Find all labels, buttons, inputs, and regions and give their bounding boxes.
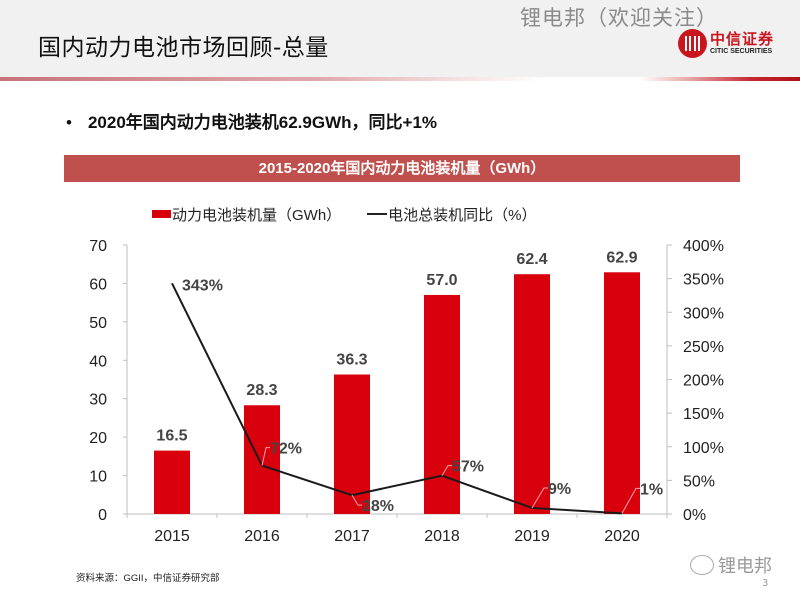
y-right-tick-label: 100% xyxy=(683,440,724,457)
page-number: 3 xyxy=(762,578,769,589)
yoy-growth-line xyxy=(171,282,623,515)
y-right-tick-label: 300% xyxy=(683,305,724,322)
yoy-data-label: 1% xyxy=(640,481,663,498)
legend-bar-swatch-icon xyxy=(152,210,171,218)
logo-english-text: CITIC SECURITIES xyxy=(710,47,773,55)
bullet-point: • 2020年国内动力电池装机62.9GWh，同比+1% xyxy=(66,108,437,133)
x-tick-label: 2017 xyxy=(334,528,370,545)
y-right-tick-label: 150% xyxy=(683,406,724,423)
y-right-tick-label: 200% xyxy=(683,373,724,390)
header-bar xyxy=(0,0,800,78)
citic-logo: 中信证券 CITIC SECURITIES xyxy=(678,27,774,59)
x-tick-label: 2015 xyxy=(154,528,190,545)
y-left-tick-label: 70 xyxy=(89,238,107,255)
header-divider xyxy=(0,77,800,81)
footer-watermark-text: 锂电邦 xyxy=(718,556,772,577)
y-left-tick-label: 40 xyxy=(89,353,107,370)
legend-line-swatch-icon xyxy=(367,213,388,215)
y-right-tick-label: 0% xyxy=(683,507,706,524)
bar-2015 xyxy=(154,450,190,514)
yoy-label-leader xyxy=(351,494,362,506)
page-title: 国内动力电池市场回顾-总量 xyxy=(38,35,329,61)
yoy-label-leader xyxy=(261,447,270,466)
logo-chinese-text: 中信证券 xyxy=(710,29,775,48)
chart-title-banner: 2015-2020年国内动力电池装机量（GWh） xyxy=(64,155,740,182)
legend-line-label: 电池总装机同比（%） xyxy=(388,206,537,224)
bar-2020 xyxy=(604,272,640,514)
y-right-tick-label: 50% xyxy=(683,473,715,490)
bar-2016 xyxy=(244,405,280,514)
yoy-data-label: 72% xyxy=(270,441,302,458)
yoy-label-leader xyxy=(621,487,640,514)
source-note: 资料来源：GGII，中信证券研究部 xyxy=(76,573,220,584)
yoy-data-label: 28% xyxy=(362,498,394,515)
bullet-text: 2020年国内动力电池装机62.9GWh，同比+1% xyxy=(87,113,438,132)
footer-watermark: 锂电邦 xyxy=(690,552,772,578)
wechat-icon xyxy=(690,555,714,575)
y-left-tick-label: 20 xyxy=(89,430,107,447)
legend-bar-label: 动力电池装机量（GWh） xyxy=(172,206,342,224)
y-right-tick-label: 250% xyxy=(683,339,724,356)
yoy-label-leader xyxy=(531,487,548,509)
watermark-text: 锂电邦（欢迎关注） xyxy=(520,6,718,30)
citic-logo-icon xyxy=(678,28,707,58)
x-tick-label: 2016 xyxy=(244,528,280,545)
bar-data-label: 57.0 xyxy=(426,272,457,289)
x-tick-label: 2020 xyxy=(604,528,640,545)
bullet-icon: • xyxy=(66,113,72,132)
x-tick-label: 2018 xyxy=(424,528,460,545)
y-right-tick-label: 350% xyxy=(683,272,724,289)
bar-data-label: 62.4 xyxy=(516,251,547,268)
y-left-tick-label: 60 xyxy=(89,276,107,293)
bar-data-label: 16.5 xyxy=(156,428,187,445)
yoy-data-label: 343% xyxy=(182,277,223,294)
y-left-tick-label: 0 xyxy=(98,507,107,524)
bar-data-label: 62.9 xyxy=(606,249,637,266)
yoy-label-leader xyxy=(441,465,452,476)
bar-data-label: 28.3 xyxy=(246,382,277,399)
y-right-tick-label: 400% xyxy=(683,238,724,255)
yoy-data-label: 57% xyxy=(452,459,484,476)
yoy-data-label: 9% xyxy=(548,481,571,498)
bar-data-label: 36.3 xyxy=(336,352,367,369)
y-left-tick-label: 50 xyxy=(89,315,107,332)
y-left-tick-label: 30 xyxy=(89,392,107,409)
bar-2019 xyxy=(514,274,550,514)
y-left-tick-label: 10 xyxy=(89,469,107,486)
chart-legend: 动力电池装机量（GWh） 电池总装机同比（%） xyxy=(152,204,537,224)
x-tick-label: 2019 xyxy=(514,528,550,545)
